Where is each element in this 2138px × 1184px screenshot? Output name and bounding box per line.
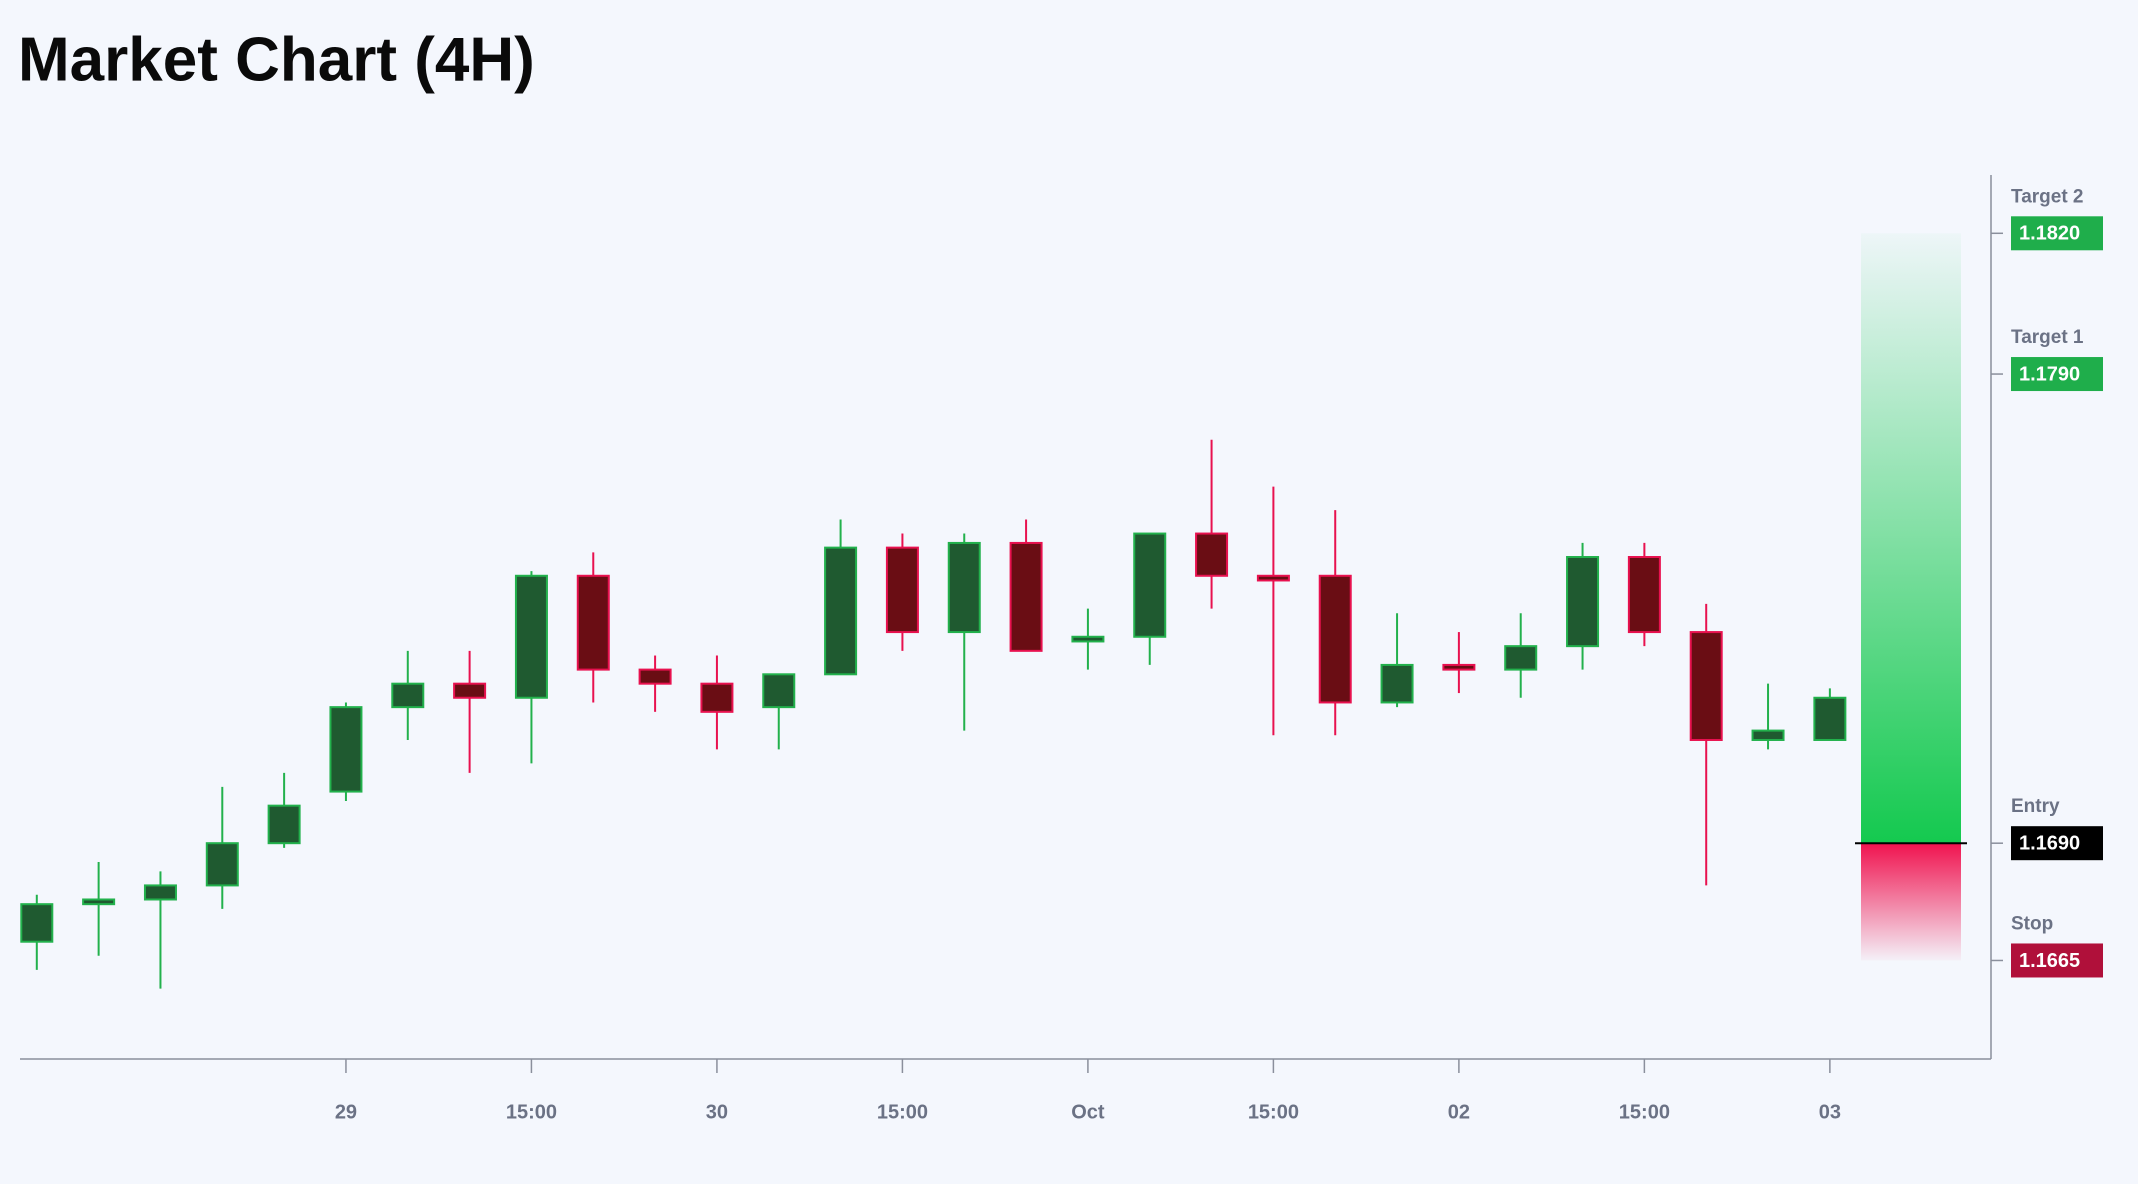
level-name: Target 2	[2011, 186, 2084, 207]
level-badge	[2011, 943, 2103, 978]
candle-body	[1504, 645, 1538, 671]
candle-body	[1133, 532, 1167, 638]
candle-body	[947, 541, 981, 634]
x-tick-label: 30	[706, 1101, 728, 1123]
candle-body	[1566, 556, 1600, 648]
level-badge	[2011, 357, 2103, 392]
x-tick-label: 29	[335, 1101, 357, 1123]
candle-body	[391, 682, 425, 709]
candle-body	[1813, 696, 1847, 741]
x-tick-label: 03	[1819, 1101, 1841, 1123]
candle-body	[1689, 631, 1723, 741]
level-name: Stop	[2011, 913, 2053, 934]
candle-body	[82, 898, 116, 906]
level-name: Entry	[2011, 796, 2060, 817]
candle-body	[1751, 729, 1785, 741]
x-tick-label: 15:00	[1248, 1101, 1299, 1123]
candle-body	[1442, 663, 1476, 671]
level-value: 1.1820	[2019, 223, 2080, 245]
candle-body	[20, 903, 54, 943]
candle-body	[1071, 635, 1105, 643]
chart-title: Market Chart (4H)	[18, 25, 535, 94]
x-tick-label: 15:00	[1619, 1101, 1670, 1123]
candle-body	[267, 804, 301, 845]
level-value: 1.1790	[2019, 363, 2080, 385]
candle-body	[329, 706, 363, 793]
level-badge	[2011, 826, 2103, 861]
level-name: Target 1	[2011, 327, 2084, 348]
candle-body	[1380, 663, 1414, 704]
candle-body	[1256, 574, 1290, 582]
candle-body	[514, 574, 548, 699]
loss-zone	[1861, 843, 1961, 961]
x-tick-label: Oct	[1071, 1101, 1105, 1123]
x-tick-label: 15:00	[506, 1101, 557, 1123]
candle-body	[1009, 541, 1043, 652]
level-value: 1.1690	[2019, 832, 2080, 854]
candle-body	[638, 668, 672, 685]
candle-body	[205, 842, 239, 887]
candle-body	[700, 682, 734, 713]
profit-zone	[1861, 233, 1961, 844]
candle-body	[1195, 532, 1229, 577]
candle-body	[1627, 556, 1661, 634]
candle-body	[1318, 574, 1352, 704]
candle-body	[762, 673, 796, 709]
candle-body	[143, 884, 177, 901]
level-badge	[2011, 216, 2103, 251]
x-tick-label: 15:00	[877, 1101, 928, 1123]
x-tick-label: 02	[1448, 1101, 1470, 1123]
candle-body	[824, 546, 858, 676]
level-value: 1.1665	[2019, 950, 2080, 972]
candle-body	[885, 546, 919, 634]
candle-body	[453, 682, 487, 699]
candle-body	[576, 574, 610, 671]
